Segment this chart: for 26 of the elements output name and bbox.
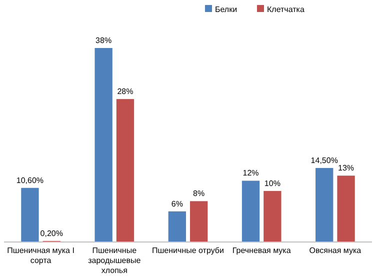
x-tick-label: Пшеничные отруби bbox=[152, 246, 224, 255]
bar bbox=[168, 211, 186, 242]
x-tick-label: Пшеничная мука I сорта bbox=[7, 246, 74, 265]
legend-label: Белки bbox=[215, 5, 238, 14]
bar bbox=[94, 48, 112, 242]
bar bbox=[264, 190, 282, 242]
bar bbox=[190, 201, 208, 242]
legend-label: Клетчатка bbox=[267, 5, 305, 14]
x-tick-label: Овсяная мука bbox=[309, 246, 362, 255]
data-label: 8% bbox=[193, 189, 205, 198]
x-tick-label: Пшеничные зародышевые хлопья bbox=[88, 246, 142, 275]
data-label: 10% bbox=[264, 178, 280, 188]
x-tick-label: Гречневая мука bbox=[232, 246, 292, 255]
bar bbox=[116, 99, 134, 242]
data-label: 38% bbox=[96, 36, 112, 45]
data-label: 14,50% bbox=[310, 156, 338, 165]
bar bbox=[242, 180, 260, 242]
data-label: 28% bbox=[117, 87, 134, 96]
bar bbox=[316, 168, 334, 242]
bar bbox=[21, 188, 39, 242]
data-label: 13% bbox=[338, 164, 354, 173]
bar bbox=[337, 176, 355, 242]
data-label: 6% bbox=[171, 199, 183, 208]
data-label: 12% bbox=[242, 168, 259, 178]
data-label: 0,20% bbox=[40, 228, 63, 238]
data-label: 10,60% bbox=[16, 176, 44, 185]
